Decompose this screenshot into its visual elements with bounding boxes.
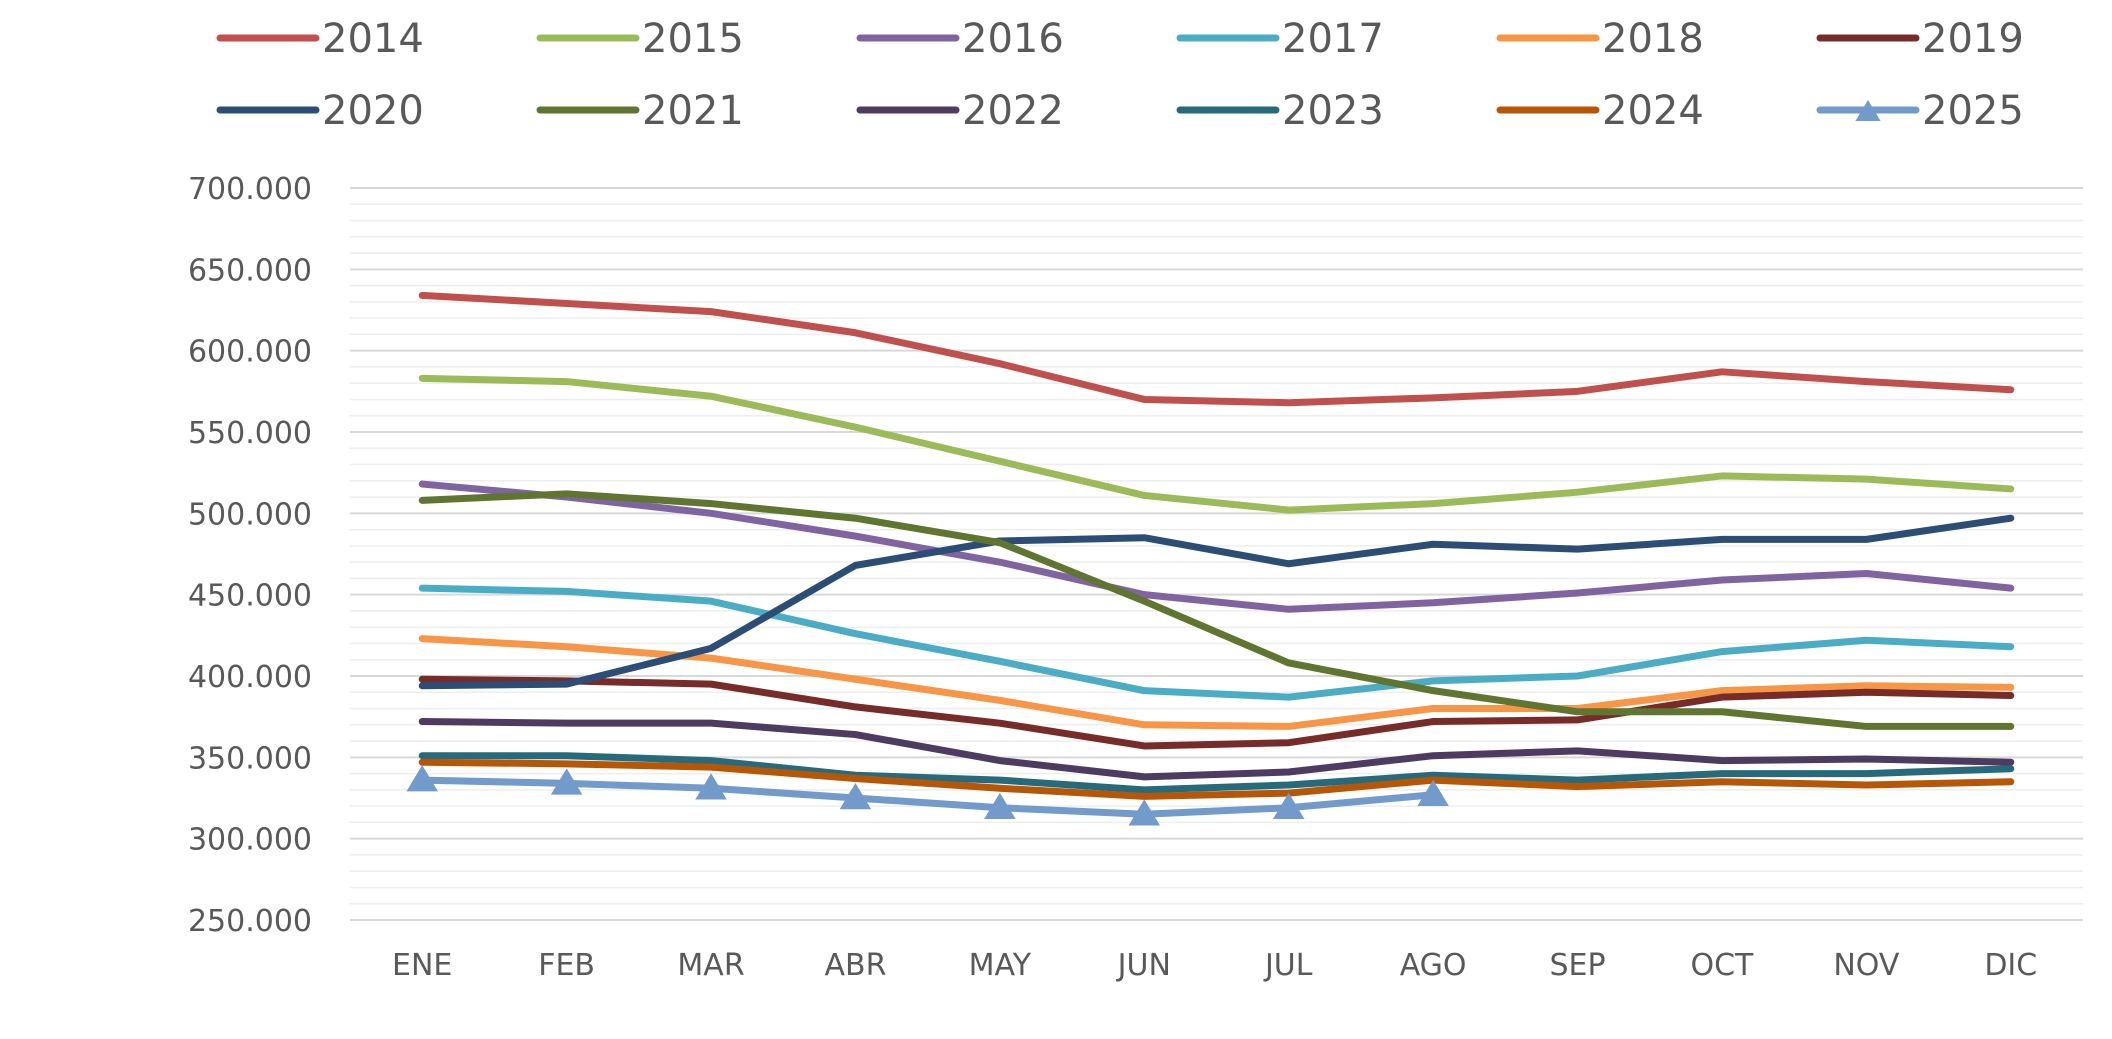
legend-item-2019: 2019 xyxy=(1816,16,2024,62)
x-tick-label: JUL xyxy=(1263,948,1313,983)
legend-label: 2023 xyxy=(1282,88,1384,134)
y-tick-label: 550.000 xyxy=(188,416,312,451)
series-line xyxy=(418,374,2015,514)
series-line xyxy=(418,675,2015,750)
series-2025 xyxy=(406,765,1449,826)
y-tick-label: 500.000 xyxy=(188,497,312,532)
legend-label: 2014 xyxy=(322,16,424,62)
legend-item-2016: 2016 xyxy=(856,16,1064,62)
x-tick-label: MAR xyxy=(677,948,744,983)
legend-item-2024: 2024 xyxy=(1496,88,1704,134)
series-line xyxy=(418,758,2015,800)
y-tick-label: 650.000 xyxy=(188,253,312,288)
y-tick-label: 700.000 xyxy=(188,172,312,207)
series-2014 xyxy=(418,291,2015,407)
data-point-marker xyxy=(1128,799,1161,826)
series-2017 xyxy=(418,584,2015,701)
series-line xyxy=(418,584,2015,701)
series-2015 xyxy=(418,374,2015,514)
series-line xyxy=(418,514,2015,690)
series-2020 xyxy=(418,514,2015,690)
data-point-marker xyxy=(550,768,583,795)
x-tick-label: ABR xyxy=(824,948,886,983)
x-tick-label: ENE xyxy=(392,948,452,983)
data-point-marker xyxy=(984,792,1016,820)
x-tick-label: SEP xyxy=(1549,948,1605,983)
legend-item-2014: 2014 xyxy=(216,16,424,62)
legend-item-2023: 2023 xyxy=(1176,88,1384,134)
legend-label: 2025 xyxy=(1922,88,2024,134)
y-tick-label: 450.000 xyxy=(188,579,312,614)
series-2016 xyxy=(418,480,2015,613)
x-tick-label: JUN xyxy=(1116,948,1171,983)
legend: 2014 2015 2016 2017 2018 2019 2020 2021 2022 2023… xyxy=(216,16,2024,134)
data-point-marker xyxy=(406,765,438,792)
legend-item-2017: 2017 xyxy=(1176,16,1384,62)
legend-label: 2021 xyxy=(642,88,744,134)
y-tick-label: 400.000 xyxy=(188,660,312,695)
series-line xyxy=(418,291,2015,407)
legend-label: 2020 xyxy=(322,88,424,134)
axes: 250.000 300.000 350.000 400.000 450.000 500.0… xyxy=(188,172,2083,983)
y-tick-label: 300.000 xyxy=(188,823,312,858)
x-tick-label: OCT xyxy=(1691,948,1755,983)
y-tick-label: 250.000 xyxy=(188,904,312,939)
x-tick-label: FEB xyxy=(538,948,595,983)
legend-item-2018: 2018 xyxy=(1496,16,1704,62)
legend-label: 2022 xyxy=(962,88,1064,134)
series-lines xyxy=(406,291,2015,826)
legend-label: 2016 xyxy=(962,16,1064,62)
series-line xyxy=(418,490,2015,730)
legend-label: 2019 xyxy=(1922,16,2024,62)
data-point-marker xyxy=(695,773,727,800)
legend-item-2025: 2025 xyxy=(1816,88,2024,134)
series-line xyxy=(418,776,1437,818)
legend-label: 2024 xyxy=(1602,88,1704,134)
legend-label: 2018 xyxy=(1602,16,1704,62)
legend-item-2021: 2021 xyxy=(536,88,744,134)
legend-item-2022: 2022 xyxy=(856,88,1064,134)
series-line xyxy=(418,752,2015,794)
legend-item-2015: 2015 xyxy=(536,16,744,62)
legend-label: 2015 xyxy=(642,16,744,62)
series-2021 xyxy=(418,490,2015,730)
series-line xyxy=(418,718,2015,781)
x-tick-label: MAY xyxy=(969,948,1032,983)
series-2022 xyxy=(418,718,2015,781)
legend-item-2020: 2020 xyxy=(216,88,424,134)
data-point-marker xyxy=(1855,100,1881,121)
y-tick-label: 350.000 xyxy=(188,741,312,776)
x-tick-label: AGO xyxy=(1400,948,1467,983)
series-2023 xyxy=(418,752,2015,794)
series-2019 xyxy=(418,675,2015,750)
series-line xyxy=(418,480,2015,613)
data-point-marker xyxy=(1272,792,1305,820)
x-tick-label: DIC xyxy=(1984,948,2037,983)
series-2024 xyxy=(418,758,2015,800)
legend-label: 2017 xyxy=(1282,16,1384,62)
x-tick-label: NOV xyxy=(1833,948,1900,983)
y-tick-label: 600.000 xyxy=(188,335,312,370)
data-point-marker xyxy=(1417,779,1449,806)
data-point-marker xyxy=(839,783,872,810)
